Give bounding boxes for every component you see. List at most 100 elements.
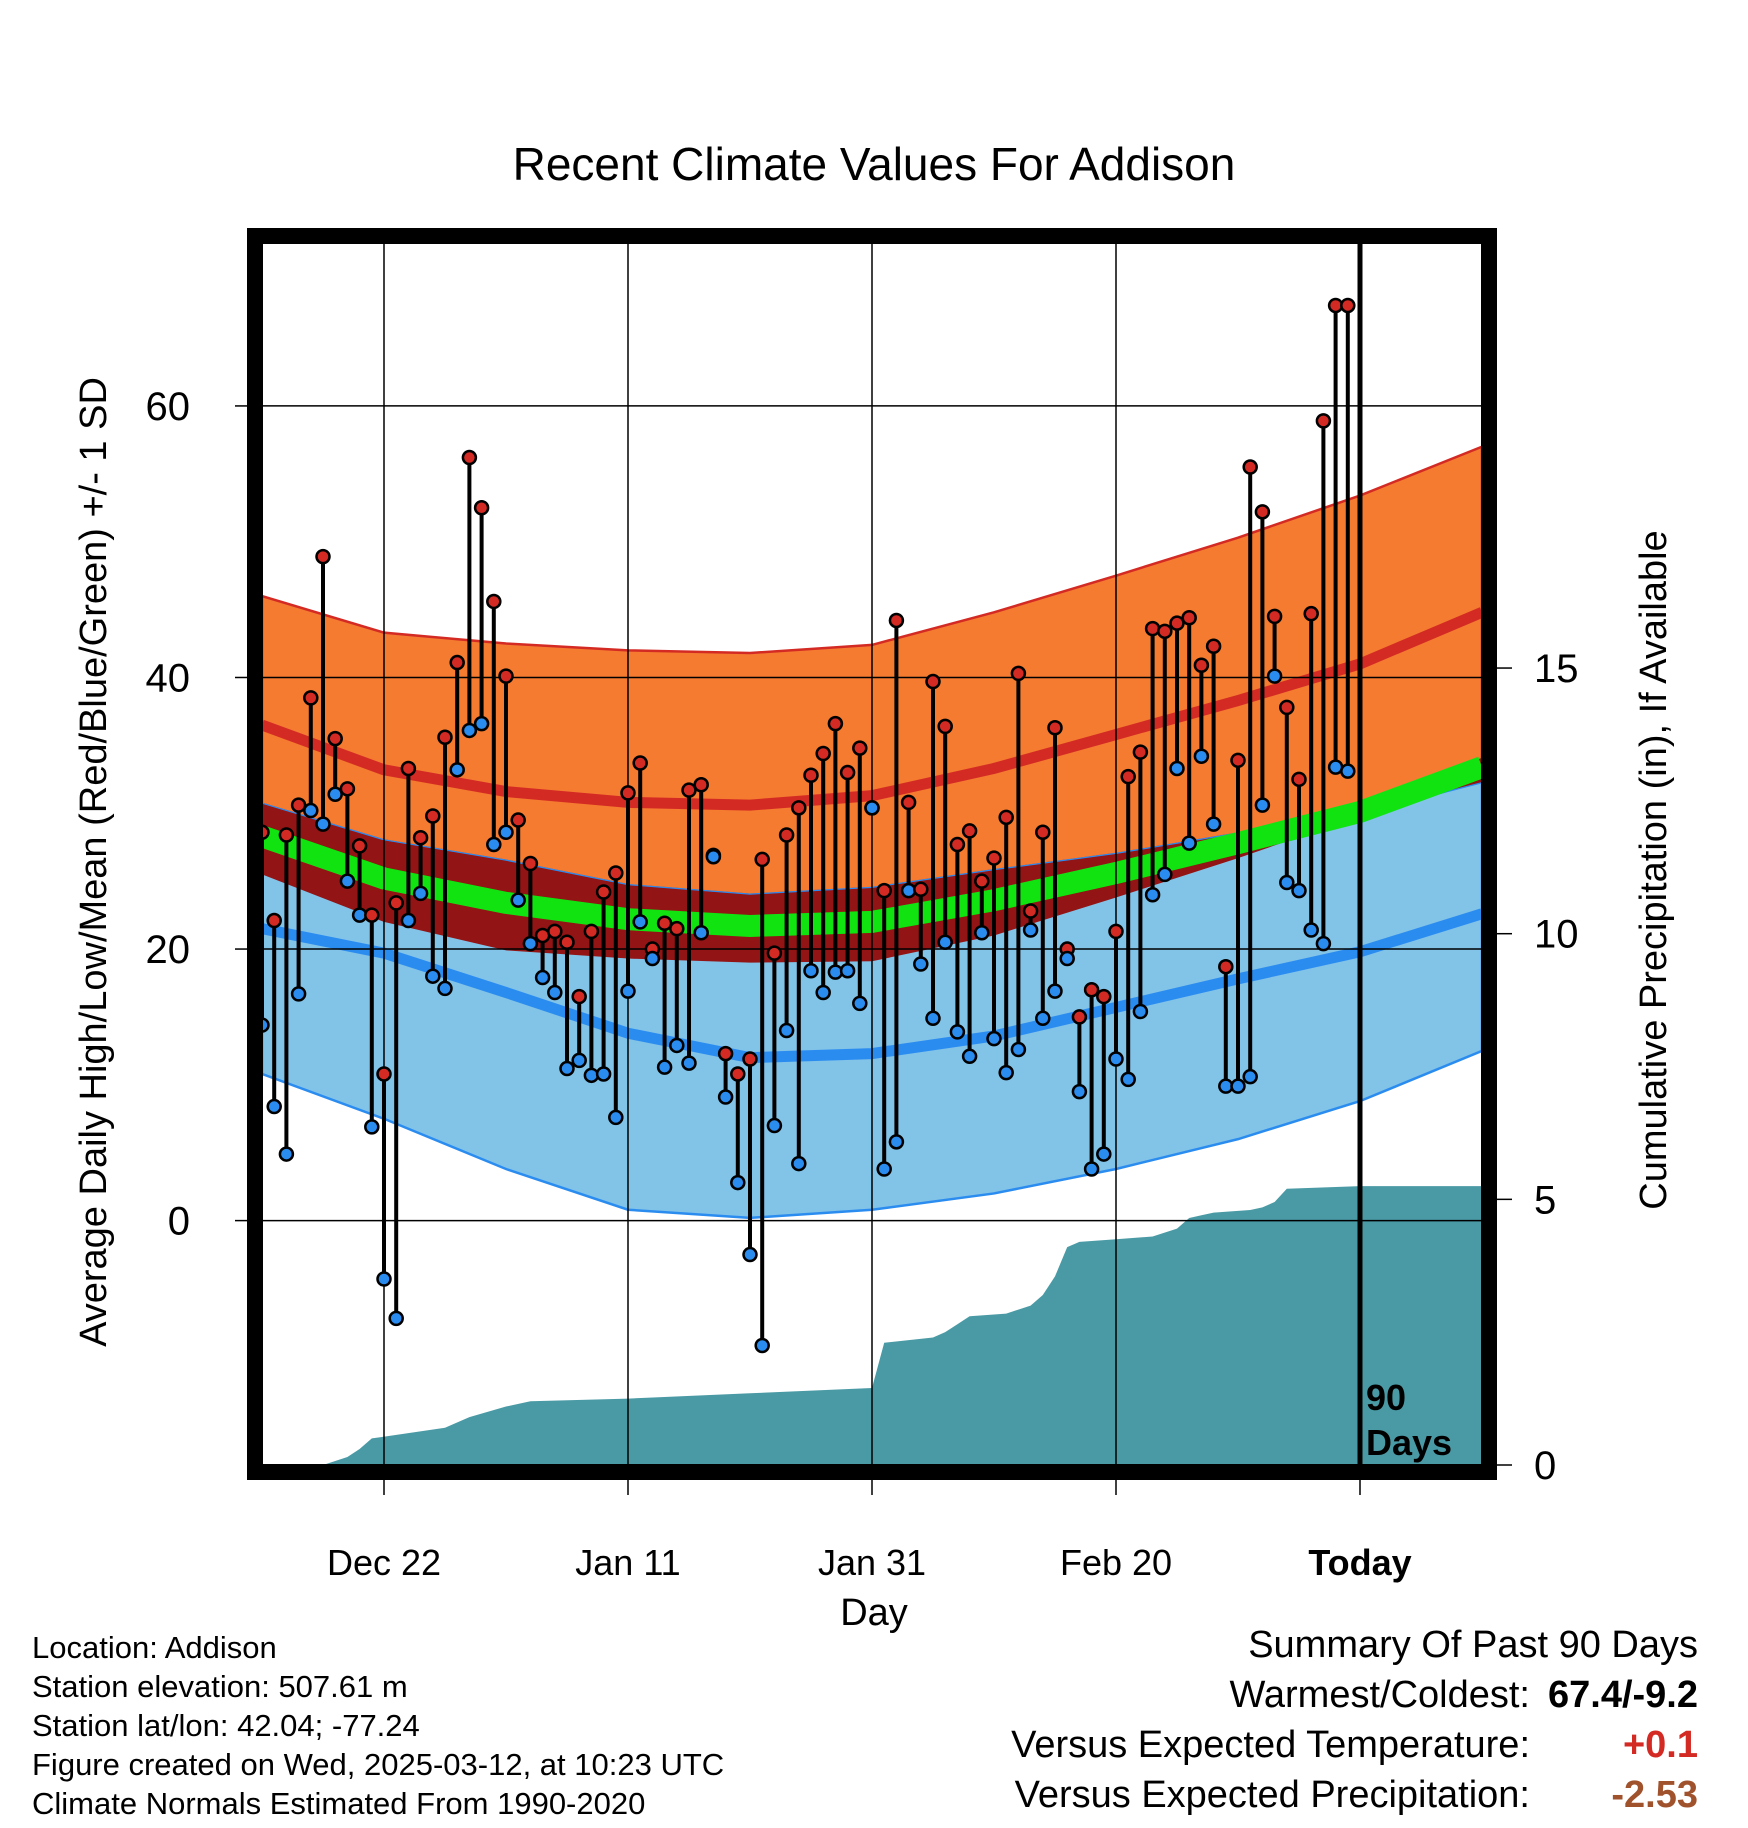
obs-high-dot [656,915,673,931]
obs-low-dot [791,1155,807,1172]
obs-high-dot [827,715,844,732]
obs-low-dot [1132,1003,1149,1020]
obs-high-dot [1144,620,1161,637]
obs-high-dot [1047,719,1063,736]
obs-high-dot [1193,657,1210,674]
obs-low-dot [876,1161,892,1177]
obs-high-dot [876,882,892,899]
obs-low-dot [669,1037,685,1054]
obs-high-dot [839,764,856,781]
obs-low-dot [473,715,490,732]
summary-panel: Summary Of Past 90 Days Warmest/Coldest:… [1011,1620,1698,1820]
obs-low-dot [693,925,709,941]
obs-low-dot [461,722,478,739]
obs-high-dot [1169,615,1185,631]
obs-high-dot [1254,504,1271,520]
obs-low-dot [852,995,868,1012]
obs-low-dot [364,1119,380,1135]
summary-warmest-row: Warmest/Coldest: 67.4/-9.2 [1011,1670,1698,1720]
obs-high-dot [388,895,404,911]
obs-low-dot [937,934,953,951]
obs-low-dot [705,848,722,865]
obs-high-dot [1035,824,1051,841]
obs-high-dot [571,988,587,1005]
x-tick-label: Feb 20 [1060,1542,1172,1583]
obs-low-dot [1254,797,1271,813]
obs-high-dot [1108,923,1124,940]
obs-low-dot [1169,760,1185,777]
obs-high-dot [278,827,295,843]
x-tick-label: Today [1308,1542,1411,1583]
obs-low-dot [986,1030,1002,1047]
obs-high-dot [473,500,490,516]
x-tick-label: Jan 11 [575,1542,680,1583]
obs-low-dot [803,963,819,979]
obs-high-dot [1315,413,1332,429]
obs-high-dot [364,907,380,923]
obs-low-dot [864,800,880,816]
obs-high-dot [754,851,770,868]
obs-low-dot [522,935,539,952]
obs-low-dot [620,983,636,999]
obs-high-dot [1230,752,1246,769]
obs-high-dot [1266,608,1283,625]
obs-low-dot [425,968,441,984]
obs-low-dot [949,1024,966,1040]
obs-high-dot [632,755,648,771]
obs-high-dot [949,836,966,853]
obs-high-dot [791,800,807,816]
obs-low-dot [1083,1161,1100,1177]
x-tick-label: Dec 22 [327,1542,441,1583]
obs-high-dot [913,881,929,898]
obs-low-dot [1157,866,1173,883]
obs-high-dot [1218,958,1234,975]
obs-low-dot [766,1117,783,1134]
obs-high-dot [1022,903,1039,919]
summary-temp-row: Versus Expected Temperature: +0.1 [1011,1720,1698,1770]
obs-high-dot [1242,459,1258,475]
obs-high-dot [888,612,905,629]
obs-high-dot [510,812,526,828]
obs-high-dot [266,912,282,929]
obs-high-dot [1205,638,1222,655]
obs-low-dot [1071,1083,1088,1100]
created-text: Figure created on Wed, 2025-03-12, at 10… [32,1747,725,1782]
obs-high-dot [290,797,307,813]
obs-high-dot [351,838,368,854]
obs-low-dot [510,892,526,908]
obs-high-dot [559,934,575,951]
precip-area [262,1186,1482,1465]
obs-high-dot [900,794,917,811]
obs-low-dot [632,914,648,930]
obs-high-dot [669,920,685,937]
y-tick-label: 20 [146,928,191,972]
obs-high-dot [681,782,697,798]
elevation-text: Station elevation: 507.61 m [32,1669,408,1704]
temp-value: +0.1 [1622,1724,1698,1766]
latlon-text: Station lat/lon: 42.04; -77.24 [32,1708,420,1743]
obs-low-dot [1266,668,1283,684]
obs-low-dot [1242,1068,1258,1085]
obs-high-dot [730,1066,746,1082]
obs-low-dot [1096,1146,1112,1162]
obs-high-dot [315,548,331,565]
obs-low-dot [266,1098,282,1115]
obs-low-dot [437,980,453,997]
obs-low-dot [1340,763,1356,779]
obs-high-dot [1157,623,1173,640]
obs-high-dot [766,945,783,961]
obs-low-dot [681,1055,697,1071]
obs-low-dot [913,956,929,972]
obs-low-dot [1279,874,1295,891]
obs-low-dot [827,964,844,980]
obs-low-dot [608,1109,624,1126]
obs-high-dot [937,718,953,735]
obs-low-dot [900,882,917,899]
obs-high-dot [303,690,319,706]
obs-high-dot [778,827,795,843]
obs-low-dot [754,1337,770,1354]
obs-high-dot [437,729,453,745]
y2-tick-label: 5 [1534,1178,1556,1222]
y2-tick-label: 10 [1534,913,1579,957]
